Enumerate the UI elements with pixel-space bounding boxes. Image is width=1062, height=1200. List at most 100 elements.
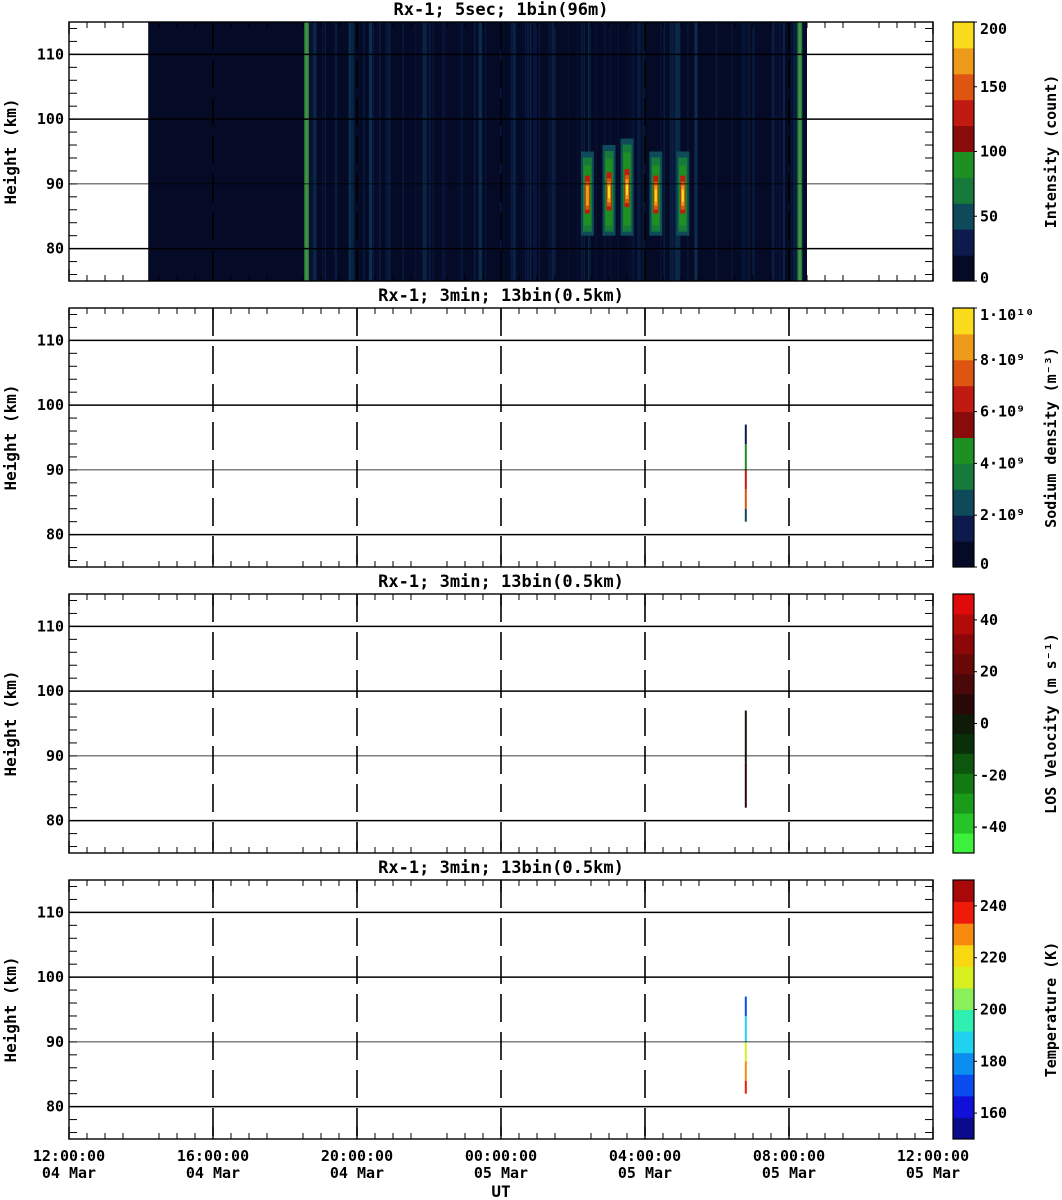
heatmap-streak	[402, 22, 404, 281]
colorbar-swatch	[953, 1074, 974, 1097]
heatmap-streak	[312, 22, 314, 281]
heatmap-streak	[460, 22, 462, 281]
heatmap-streak	[485, 22, 487, 281]
colorbar-tick-label: 200	[980, 1001, 1007, 1019]
x-tick-time: 04:00:00	[609, 1147, 681, 1165]
profile-segment	[744, 489, 747, 509]
heatmap-streak	[335, 22, 337, 281]
heatmap-streak	[642, 22, 645, 281]
colorbar-swatch	[953, 733, 974, 754]
heatmap-streak	[793, 22, 795, 281]
heatmap-streak	[444, 22, 447, 281]
colorbar-tick-label: -40	[980, 818, 1007, 836]
heatmap-streak	[551, 22, 552, 281]
colorbar-label: LOS Velocity (m s⁻¹)	[1042, 633, 1060, 814]
chart-panel-4: Rx-1; 3min; 13bin(0.5km) 80 90 100 110 Height…	[1, 858, 1060, 1140]
x-tick-date: 05 Mar	[618, 1164, 672, 1182]
colorbar-swatch	[953, 594, 974, 615]
colorbar-swatch	[953, 203, 974, 230]
profile-segment	[744, 508, 747, 522]
heatmap-streak	[471, 22, 473, 281]
y-tick-label: 110	[37, 617, 64, 635]
colorbar-swatch	[953, 693, 974, 715]
colorbar-tick-label: 6·10⁹	[980, 403, 1025, 421]
heatmap-burst-band	[681, 189, 684, 202]
y-tick-label: 90	[46, 747, 64, 765]
heatmap-streak	[314, 22, 317, 281]
colorbar-swatch	[953, 541, 974, 568]
colorbar-swatch	[953, 833, 974, 854]
y-tick-label: 100	[37, 110, 64, 128]
chart-panel-3: Rx-1; 3min; 13bin(0.5km) 80 90 100 110 Height…	[1, 572, 1060, 854]
profile-segment	[744, 1080, 747, 1094]
heatmap-streak	[670, 22, 672, 281]
heatmap-streak	[533, 22, 537, 281]
heatmap-burst-band	[626, 183, 628, 196]
heatmap-streak	[743, 22, 745, 281]
heatmap-burst-band	[585, 185, 589, 206]
colorbar-tick-label: 50	[980, 207, 998, 225]
heatmap-streak	[415, 22, 417, 281]
heatmap-streak	[539, 22, 540, 281]
profile-segment	[744, 996, 747, 1016]
heatmap-streak	[526, 22, 530, 281]
x-tick-time: 20:00:00	[321, 1147, 393, 1165]
heatmap-streak	[368, 22, 372, 281]
heatmap-streak	[671, 22, 674, 281]
colorbar-swatch	[953, 125, 974, 152]
y-tick-label: 80	[46, 526, 64, 544]
heatmap-streak	[793, 22, 796, 281]
y-tick-label: 80	[46, 812, 64, 830]
colorbar-tick-label: 2·10⁹	[980, 506, 1025, 524]
heatmap-streak	[550, 22, 552, 281]
heatmap-streak	[595, 22, 597, 281]
heatmap-streak	[372, 22, 375, 281]
colorbar-swatch	[953, 923, 974, 946]
heatmap-streak	[511, 22, 514, 281]
y-tick-label: 100	[37, 968, 64, 986]
colorbar-swatch	[953, 944, 974, 967]
heatmap-streak	[351, 22, 353, 281]
heatmap-streak	[695, 22, 698, 281]
x-tick-time: 00:00:00	[465, 1147, 537, 1165]
colorbar-swatch	[953, 880, 974, 903]
colorbar-swatch	[953, 489, 974, 516]
colorbar-swatch	[953, 229, 974, 256]
heatmap-streak	[715, 22, 718, 281]
heatmap-streak	[510, 22, 512, 281]
colorbar-swatch	[953, 713, 974, 734]
y-tick-label: 90	[46, 461, 64, 479]
heatmap-streak	[391, 22, 393, 281]
y-tick-label: 90	[46, 175, 64, 193]
heatmap-streak	[321, 22, 324, 281]
heatmap-streak	[429, 22, 431, 281]
y-tick-label: 90	[46, 1033, 64, 1051]
x-tick-date: 04 Mar	[330, 1164, 384, 1182]
panel-title: Rx-1; 3min; 13bin(0.5km)	[378, 858, 624, 878]
heatmap-image	[148, 22, 807, 281]
heatmap-streak	[567, 22, 569, 281]
heatmap-background	[148, 22, 807, 281]
colorbar-swatch	[953, 22, 974, 49]
heatmap-streak	[617, 22, 620, 281]
heatmap-streak	[669, 22, 671, 281]
y-axis-label: Height (km)	[1, 99, 20, 205]
heatmap-streak	[779, 22, 782, 281]
y-tick-label: 100	[37, 682, 64, 700]
colorbar: 160 180 200 220 240 Temperature (K)	[952, 879, 1060, 1140]
heatmap-streak	[530, 22, 532, 281]
colorbar-tick-label: 0	[980, 269, 989, 287]
colorbar: 0 50 100 150 200 Intensity (count)	[952, 20, 1060, 287]
profile-segment	[744, 710, 747, 763]
heatmap-streak	[776, 22, 778, 281]
heatmap-burst-band	[608, 186, 610, 199]
heatmap-streak	[419, 22, 421, 281]
colorbar-swatch	[953, 255, 974, 282]
colorbar-label: Sodium density (m⁻³)	[1042, 347, 1060, 528]
heatmap-streak	[425, 22, 428, 281]
heatmap-streak	[429, 22, 431, 281]
y-axis-label: Height (km)	[1, 385, 20, 491]
x-tick-date: 04 Mar	[186, 1164, 240, 1182]
